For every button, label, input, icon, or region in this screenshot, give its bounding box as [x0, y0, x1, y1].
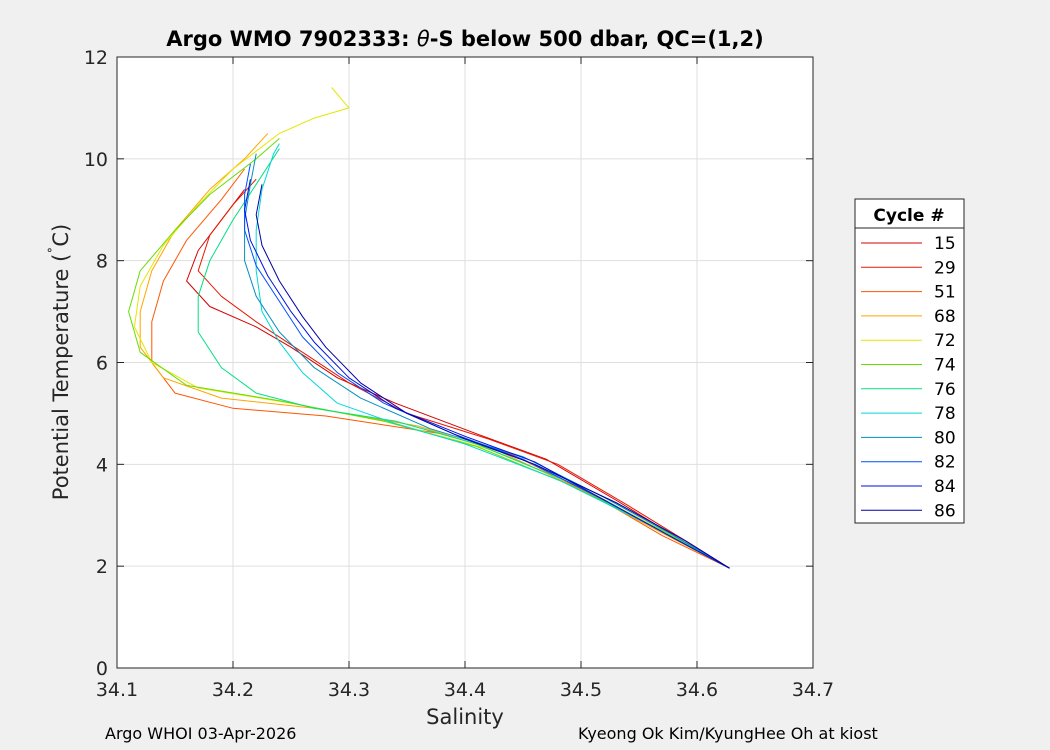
x-tick-label: 34.2	[212, 679, 254, 701]
legend: Cycle # 15 29 51 68 72 74 76 78 80 82 84 86	[854, 198, 965, 524]
legend-label-82: 82	[934, 453, 956, 473]
chart-title: Argo WMO 7902333: θ-S below 500 dbar, QC…	[166, 27, 763, 51]
data-series	[128, 87, 730, 569]
legend-label-72: 72	[934, 331, 956, 351]
x-tick-label: 34.3	[328, 679, 370, 701]
series-line-cycle-68	[139, 133, 730, 569]
footer-right-credit: Kyeong Ok Kim/KyungHee Oh at kiost	[578, 724, 878, 743]
legend-entries: 15 29 51 68 72 74 76 78 80 82 84 86	[861, 234, 956, 521]
axis-ticks: 34.1 34.2 34.3 34.4 34.5 34.6 34.7 0 2 4 6 8 10 12	[84, 47, 834, 701]
y-tick-label: 2	[96, 556, 108, 578]
legend-label-68: 68	[934, 307, 956, 327]
legend-label-78: 78	[934, 404, 956, 424]
legend-box	[854, 198, 965, 524]
x-tick-label: 34.6	[676, 679, 718, 701]
legend-label-84: 84	[934, 477, 956, 497]
y-tick-label: 6	[96, 353, 108, 375]
x-axis-label: Salinity	[426, 705, 504, 729]
series-line-cycle-84	[244, 179, 730, 569]
legend-label-80: 80	[934, 428, 956, 448]
x-tick-label: 34.7	[792, 679, 834, 701]
x-tick-label: 34.4	[444, 679, 486, 701]
legend-label-51: 51	[934, 283, 956, 303]
footer-left-credit: Argo WHOI 03-Apr-2026	[105, 724, 297, 743]
legend-label-76: 76	[934, 380, 956, 400]
y-tick-label: 4	[96, 454, 108, 476]
legend-label-86: 86	[934, 501, 956, 521]
x-tick-label: 34.1	[96, 679, 138, 701]
y-axis-label: Potential Temperature (˚C)	[47, 224, 73, 500]
y-tick-label: 12	[84, 47, 108, 69]
series-line-cycle-15	[186, 189, 730, 569]
y-tick-label: 0	[96, 658, 108, 680]
series-line-cycle-76	[197, 148, 730, 569]
legend-label-74: 74	[934, 356, 956, 376]
x-tick-label: 34.5	[560, 679, 602, 701]
series-line-cycle-78	[255, 143, 730, 569]
series-line-cycle-86	[255, 184, 730, 569]
y-tick-label: 8	[96, 251, 108, 273]
series-line-cycle-29	[197, 178, 730, 569]
legend-label-15: 15	[934, 234, 956, 254]
legend-label-29: 29	[934, 258, 956, 278]
series-line-cycle-51	[151, 168, 730, 569]
y-tick-label: 10	[84, 149, 108, 171]
legend-title: Cycle #	[873, 206, 944, 226]
